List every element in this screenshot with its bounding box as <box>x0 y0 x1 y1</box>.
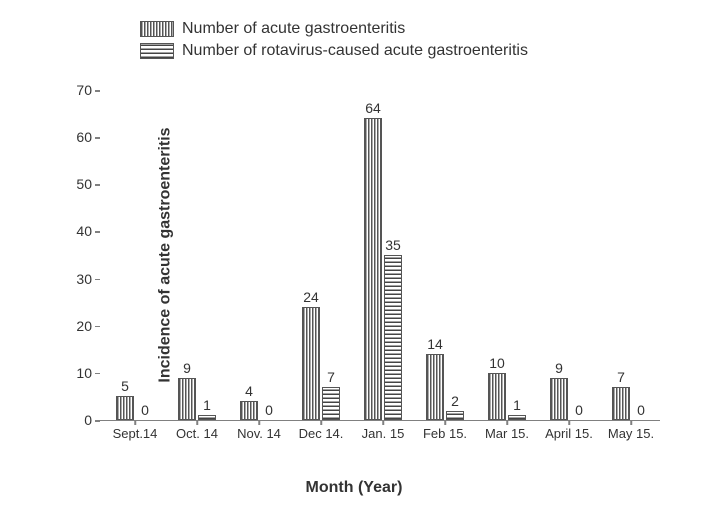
bar-rotavirus <box>322 387 340 420</box>
bar-rotavirus <box>384 255 402 420</box>
x-tick <box>258 420 260 425</box>
y-tick: 40 <box>62 223 92 239</box>
legend: Number of acute gastroenteritis Number o… <box>140 20 528 64</box>
bar-value-acute: 10 <box>482 355 512 371</box>
y-axis-label-wrap: Incidence of acute gastroenteritis <box>38 90 58 420</box>
x-tick <box>196 420 198 425</box>
bar-value-acute: 14 <box>420 336 450 352</box>
bar-acute <box>426 354 444 420</box>
category-label: April 15. <box>538 426 600 442</box>
bar-value-rotavirus: 0 <box>130 402 160 418</box>
bar-value-acute: 5 <box>110 378 140 394</box>
chart-container: Number of acute gastroenteritis Number o… <box>20 20 688 507</box>
x-tick <box>444 420 446 425</box>
legend-item-2: Number of rotavirus-caused acute gastroe… <box>140 42 528 60</box>
legend-label-1: Number of acute gastroenteritis <box>182 20 405 38</box>
category-label: Oct. 14 <box>166 426 228 442</box>
bar-acute <box>364 118 382 420</box>
y-tick: 70 <box>62 82 92 98</box>
category-label: Feb 15. <box>414 426 476 442</box>
x-tick <box>320 420 322 425</box>
bar-value-acute: 64 <box>358 100 388 116</box>
legend-swatch-2 <box>140 43 174 59</box>
plot-area: 010203040506070 50Sept.1491Oct. 1440Nov.… <box>100 90 660 421</box>
bar-value-acute: 24 <box>296 289 326 305</box>
bar-value-rotavirus: 1 <box>502 397 532 413</box>
y-tick: 60 <box>62 129 92 145</box>
category-label: Jan. 15 <box>352 426 414 442</box>
legend-swatch-1 <box>140 21 174 37</box>
bar-value-rotavirus: 0 <box>626 402 656 418</box>
category-label: May 15. <box>600 426 662 442</box>
bar-rotavirus <box>446 411 464 420</box>
bar-value-rotavirus: 0 <box>254 402 284 418</box>
y-tick: 50 <box>62 176 92 192</box>
bar-value-rotavirus: 2 <box>440 393 470 409</box>
x-tick <box>568 420 570 425</box>
x-tick <box>134 420 136 425</box>
bar-value-rotavirus: 1 <box>192 397 222 413</box>
category-label: Dec 14. <box>290 426 352 442</box>
bar-value-rotavirus: 7 <box>316 369 346 385</box>
y-tick: 30 <box>62 271 92 287</box>
legend-label-2: Number of rotavirus-caused acute gastroe… <box>182 42 528 60</box>
bar-rotavirus <box>198 415 216 420</box>
y-tick: 20 <box>62 318 92 334</box>
x-tick <box>630 420 632 425</box>
category-label: Nov. 14 <box>228 426 290 442</box>
bar-value-rotavirus: 0 <box>564 402 594 418</box>
bar-value-acute: 9 <box>172 360 202 376</box>
bar-rotavirus <box>508 415 526 420</box>
y-tick: 0 <box>62 412 92 428</box>
legend-item-1: Number of acute gastroenteritis <box>140 20 528 38</box>
bar-value-acute: 7 <box>606 369 636 385</box>
category-label: Sept.14 <box>104 426 166 442</box>
bar-value-rotavirus: 35 <box>378 237 408 253</box>
x-tick <box>382 420 384 425</box>
bar-value-acute: 9 <box>544 360 574 376</box>
x-tick <box>506 420 508 425</box>
x-axis-label: Month (Year) <box>306 479 403 497</box>
category-label: Mar 15. <box>476 426 538 442</box>
y-tick: 10 <box>62 365 92 381</box>
bars-area: 50Sept.1491Oct. 1440Nov. 14247Dec 14.643… <box>100 90 660 420</box>
bar-acute <box>302 307 320 420</box>
bar-value-acute: 4 <box>234 383 264 399</box>
